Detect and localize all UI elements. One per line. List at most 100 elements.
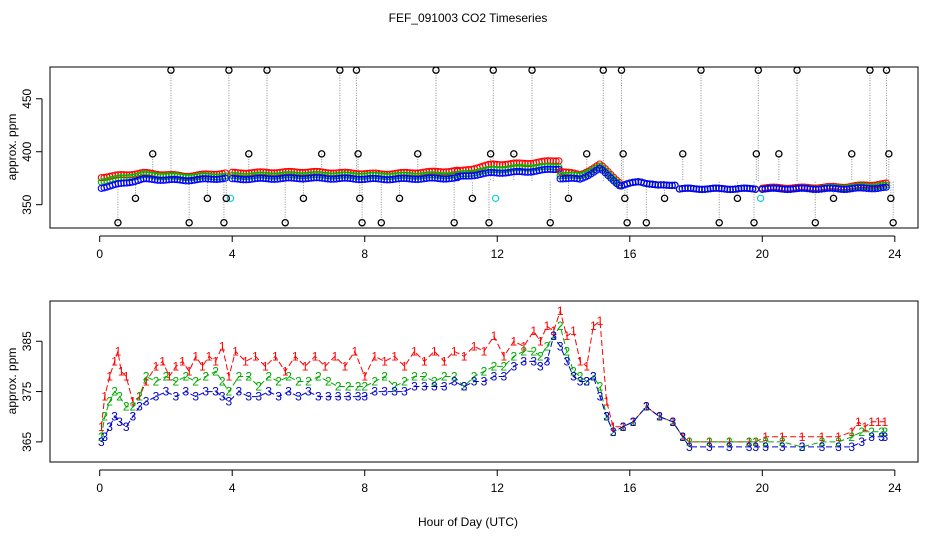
spike-point <box>485 218 493 227</box>
series-2-marker: 2 <box>129 400 136 414</box>
series-3-marker: 3 <box>481 375 488 389</box>
top-level3-point <box>879 183 888 192</box>
series-1-marker: 1 <box>322 359 329 373</box>
series-2-marker: 2 <box>706 435 713 449</box>
series-2-marker: 2 <box>411 369 418 383</box>
top-level3-point <box>397 174 405 183</box>
series-3-marker: 3 <box>315 390 322 404</box>
series-1-marker: 1 <box>136 390 143 404</box>
series-3-marker: 3 <box>101 430 108 444</box>
spike-point <box>167 66 175 74</box>
series-2-marker: 2 <box>501 359 508 373</box>
series-2-marker: 2 <box>371 375 378 389</box>
top-level3-point <box>456 172 464 180</box>
top-level3-point <box>207 175 215 183</box>
series-2-marker: 2 <box>481 364 488 378</box>
bottom-x-tick-label: 0 <box>96 481 103 495</box>
top-level3-point <box>168 175 176 184</box>
spike-point <box>245 150 253 158</box>
series-1-marker: 1 <box>726 435 733 449</box>
top-panel: 0 4 8 12 16 20 24 350 400 450 approx. ppm <box>5 66 919 261</box>
top-level3-point <box>182 177 190 185</box>
spike-point <box>528 66 536 74</box>
series-2-marker: 2 <box>391 380 398 394</box>
top-level3-point <box>549 165 557 174</box>
series-2-marker: 2 <box>643 400 650 414</box>
spike-point <box>281 218 289 227</box>
top-level3-point <box>199 175 207 183</box>
spike-point <box>317 150 326 158</box>
series-2-marker: 2 <box>878 425 885 439</box>
series-2-marker: 2 <box>762 435 769 449</box>
series-3-marker: 3 <box>762 440 769 454</box>
series-3-marker: 3 <box>182 385 189 399</box>
top-level3-point <box>355 175 363 184</box>
top-level3-point <box>695 185 703 193</box>
series-3-marker: 3 <box>106 420 113 434</box>
series-2-marker: 2 <box>550 329 557 343</box>
series-1-marker: 1 <box>799 430 806 444</box>
series-1-marker: 1 <box>537 334 544 348</box>
spike-point <box>889 218 897 227</box>
top-scatter-points <box>97 66 897 227</box>
top-level3-point <box>662 181 671 189</box>
series-3-marker: 3 <box>620 420 627 434</box>
series-1-marker: 1 <box>351 344 358 358</box>
x-axis-label: Hour of Day (UTC) <box>418 515 518 529</box>
top-level3-point <box>854 184 862 192</box>
series-3-marker: 3 <box>706 440 713 454</box>
series-3-marker: 3 <box>577 375 584 389</box>
series-3-marker: 3 <box>597 390 604 404</box>
spike-point <box>793 66 801 74</box>
series-2-marker: 2 <box>868 425 875 439</box>
series-2-marker: 2 <box>192 375 199 389</box>
series-1-marker: 1 <box>282 364 289 378</box>
series-2-marker: 2 <box>285 369 292 383</box>
top-level3-point <box>654 181 662 189</box>
series-3-marker: 3 <box>882 430 889 444</box>
series-2-marker: 2 <box>597 380 604 394</box>
bottom-y-tick-label: 385 <box>20 331 34 351</box>
top-level3-point <box>556 175 564 183</box>
series-2-marker: 2 <box>235 369 242 383</box>
top-level3-point <box>369 174 377 183</box>
series-3-marker: 3 <box>491 369 498 383</box>
top-level3-point <box>338 174 346 182</box>
bottom-y-tick-label: 375 <box>20 381 34 401</box>
series-2-marker: 2 <box>153 375 160 389</box>
top-y-axis-label: approx. ppm <box>5 114 19 181</box>
series-2-marker: 2 <box>325 375 332 389</box>
series-1-marker: 1 <box>706 435 713 449</box>
series-1-marker: 1 <box>530 324 537 338</box>
top-level3-point <box>798 184 806 192</box>
series-2-marker: 2 <box>381 369 388 383</box>
series-2-marker: 2 <box>219 375 226 389</box>
top-level3-point <box>567 174 576 182</box>
series-2-marker: 2 <box>590 369 597 383</box>
series-1-marker: 1 <box>421 354 428 368</box>
calibration-point <box>226 194 235 202</box>
series-1-marker: 1 <box>106 369 113 383</box>
top-level3-point <box>493 169 501 177</box>
series-3-marker: 3 <box>583 375 590 389</box>
series-2-marker: 2 <box>106 395 113 409</box>
series-1-marker: 1 <box>501 349 508 363</box>
series-1-marker: 1 <box>361 369 368 383</box>
series-3-marker: 3 <box>563 354 570 368</box>
series-3-marker: 3 <box>192 390 199 404</box>
series-1-marker: 1 <box>123 369 130 383</box>
top-y-tick-label: 450 <box>20 88 34 108</box>
series-2-marker: 2 <box>882 425 889 439</box>
series-2-marker: 2 <box>819 435 826 449</box>
series-1-marker: 1 <box>679 430 686 444</box>
series-3-marker: 3 <box>510 359 517 373</box>
bottom-x-tick-label: 4 <box>229 481 236 495</box>
top-level3-point <box>139 175 148 183</box>
top-level3-point <box>341 174 349 182</box>
series-3-marker: 3 <box>285 385 292 399</box>
spike-point <box>642 218 651 227</box>
series-3-marker: 3 <box>143 395 150 409</box>
top-level3-point <box>665 181 674 189</box>
top-level3-point <box>510 168 518 176</box>
